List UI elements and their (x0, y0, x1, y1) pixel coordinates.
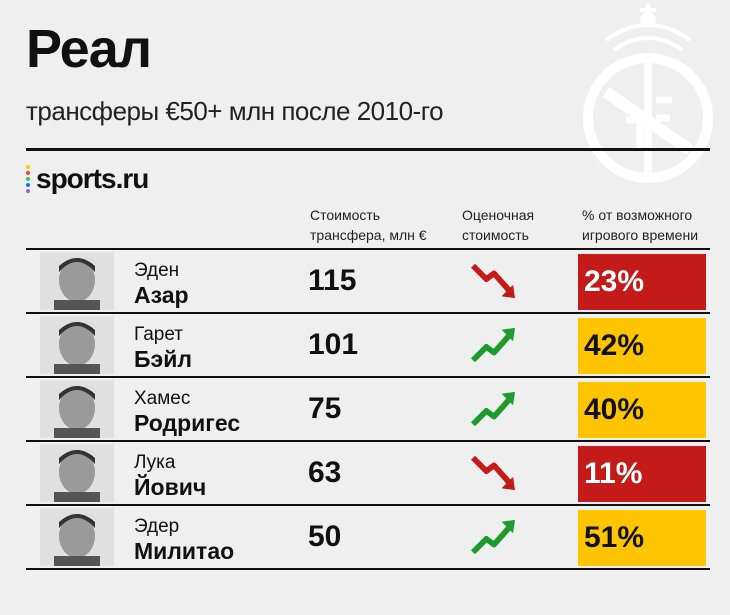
player-last-name: Бэйл (134, 346, 192, 372)
transfer-cost: 50 (308, 520, 342, 553)
table-row: Лука Йович 63 11% (26, 440, 710, 504)
page-subtitle: трансферы €50+ млн после 2010-го (26, 96, 444, 126)
table-row: Эдер Милитао 50 51% (26, 504, 710, 570)
trend-down-icon (470, 263, 515, 299)
brand-dots-icon (26, 165, 30, 193)
brand-name: sports.ru (36, 163, 149, 194)
table-row: Гарет Бэйл 101 42% (26, 312, 710, 376)
transfer-cost: 115 (308, 264, 357, 297)
table-row: Эден Азар 115 23% (26, 248, 710, 312)
playtime-percent: 51% (578, 510, 706, 566)
transfer-cost: 63 (308, 456, 342, 489)
player-photo (40, 380, 114, 438)
playtime-percent: 42% (578, 318, 706, 374)
trend-up-icon (470, 519, 515, 555)
player-first-name: Лука (134, 452, 176, 473)
table-row: Хамес Родригес 75 40% (26, 376, 710, 440)
player-first-name: Гарет (134, 324, 183, 345)
transfer-cost: 75 (308, 392, 342, 425)
transfer-cost: 101 (308, 328, 359, 361)
player-photo (40, 444, 114, 502)
page-title: Реал (26, 19, 152, 79)
playtime-percent: 40% (578, 382, 706, 438)
player-first-name: Эден (134, 260, 180, 281)
player-photo (40, 252, 114, 310)
player-first-name: Хамес (134, 388, 191, 409)
playtime-percent: 23% (578, 254, 706, 310)
trend-down-icon (470, 455, 515, 491)
column-header-playtime: % от возможного игрового времени (582, 207, 699, 243)
brand-logo: sports.ru (26, 163, 149, 195)
player-last-name: Йович (134, 474, 207, 500)
trend-up-icon (470, 327, 515, 363)
column-header-cost: Стоимость трансфера, млн € (310, 207, 427, 243)
player-last-name: Милитао (134, 538, 235, 564)
playtime-percent: 11% (578, 446, 706, 502)
players-table: Эден Азар 115 23% Гарет Бэйл 101 42% Хамес Родриг… (26, 248, 710, 570)
player-first-name: Эдер (134, 516, 180, 537)
player-photo (40, 316, 114, 374)
player-photo (40, 508, 114, 566)
player-last-name: Родригес (134, 410, 241, 436)
club-crest-logo (583, 4, 713, 183)
player-last-name: Азар (134, 282, 189, 308)
header-divider (26, 148, 710, 151)
column-header-estimate: Оценочная стоимость (462, 207, 535, 243)
trend-up-icon (470, 391, 515, 427)
